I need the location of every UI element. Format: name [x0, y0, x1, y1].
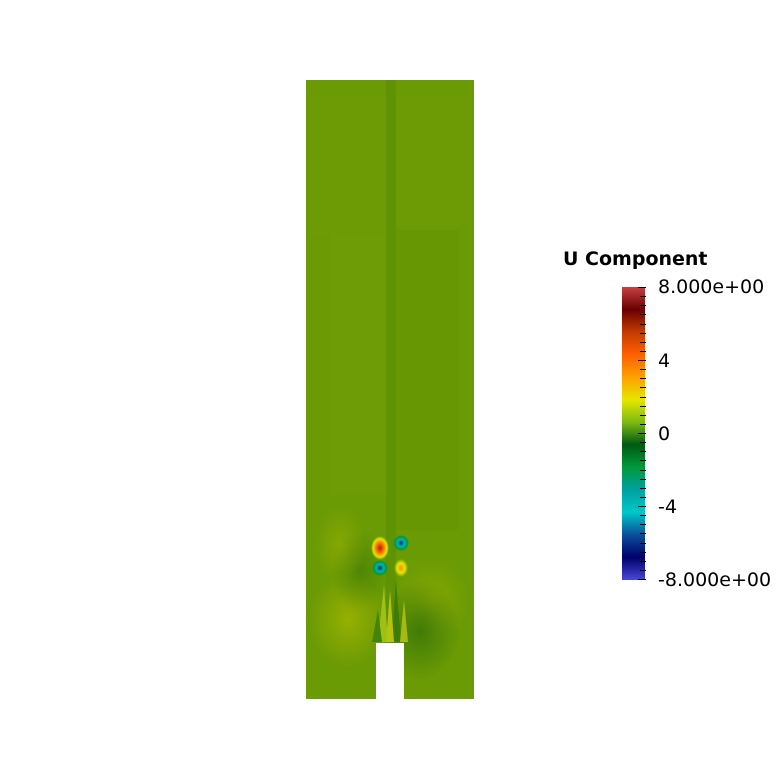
vortex-cyan-top — [393, 535, 409, 551]
colorbar-tick — [638, 433, 646, 434]
upper-left-band — [310, 95, 388, 235]
middle-left-band — [330, 235, 388, 495]
colorbar-tick — [640, 569, 646, 571]
colorbar-tick — [640, 369, 646, 371]
colorbar-tick — [640, 487, 646, 489]
colorbar-tick — [640, 396, 646, 398]
colorbar-tick — [640, 378, 646, 380]
wake-band-left — [314, 505, 366, 585]
colorbar-tick — [640, 442, 646, 444]
vortex-orange — [394, 559, 408, 577]
upper-right-band — [394, 95, 466, 225]
center-channel — [386, 80, 396, 640]
colorbar-tick — [640, 323, 646, 325]
colorbar-tick — [640, 478, 646, 480]
colorbar-tick — [640, 551, 646, 553]
inlet-nozzle — [376, 643, 404, 700]
legend-title: U Component — [563, 248, 708, 270]
colorbar-tick — [640, 524, 646, 526]
colorbar-tick — [640, 469, 646, 471]
colorbar-tick — [640, 496, 646, 498]
colorbar-neg4-label: -4 — [658, 496, 677, 518]
vortex-cyan-bottom — [372, 560, 388, 576]
right-band — [396, 230, 458, 530]
colorbar-tick — [640, 350, 646, 352]
colorbar-tick — [640, 387, 646, 389]
colorbar-tick — [640, 405, 646, 407]
vortex-red — [371, 536, 389, 560]
jet-streaks — [372, 580, 408, 642]
colorbar-tick — [640, 341, 646, 343]
colorbar-tick — [640, 314, 646, 316]
colorbar-tick — [640, 560, 646, 562]
colorbar-tick — [640, 332, 646, 334]
colorbar-tick — [638, 287, 646, 288]
colorbar-tick — [640, 423, 646, 425]
colorbar-tick — [640, 515, 646, 517]
colorbar-tick — [638, 579, 646, 580]
colorbar — [622, 287, 646, 580]
colorbar-tick — [640, 460, 646, 462]
colorbar-tick — [640, 533, 646, 535]
colorbar-max-label: 8.000e+00 — [658, 276, 765, 298]
colorbar-min-label: -8.000e+00 — [658, 569, 772, 591]
colorbar-4-label: 4 — [658, 350, 671, 372]
colorbar-tick — [640, 542, 646, 544]
colorbar-tick — [640, 305, 646, 307]
colorbar-tick — [640, 296, 646, 298]
colorbar-tick — [638, 360, 646, 361]
colorbar-tick — [640, 414, 646, 416]
colorbar-tick — [640, 451, 646, 453]
colorbar-tick — [638, 506, 646, 507]
colorbar-0-label: 0 — [658, 423, 671, 445]
